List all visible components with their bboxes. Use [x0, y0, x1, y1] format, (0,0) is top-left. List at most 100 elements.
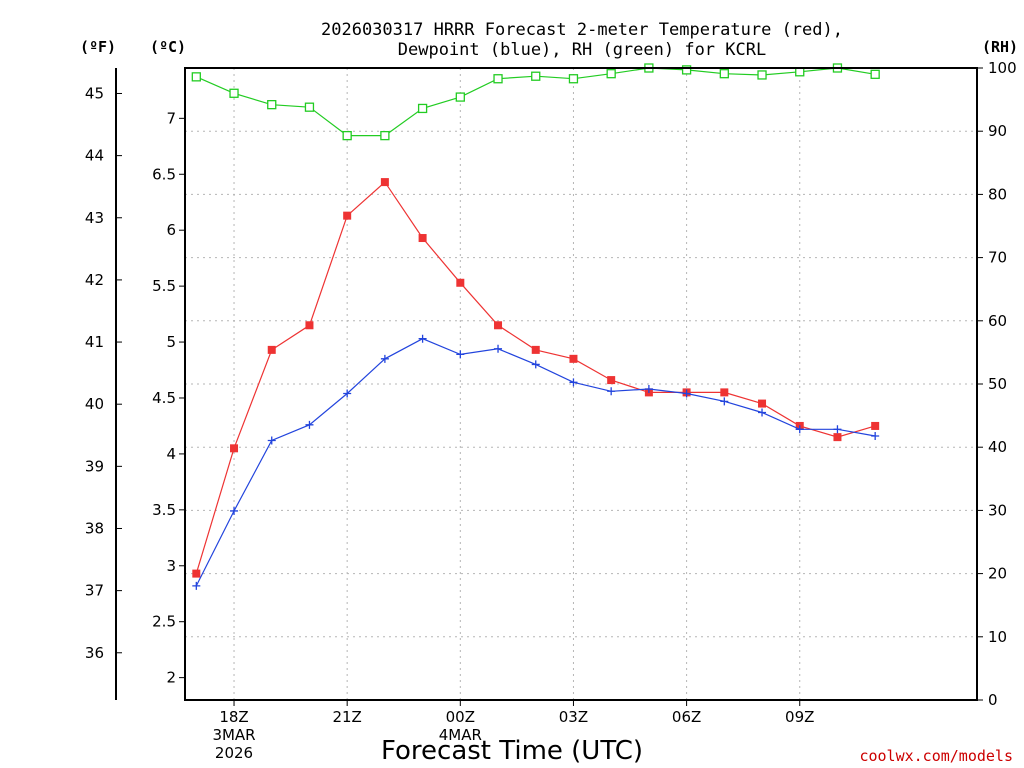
- temperature-series: [192, 178, 880, 578]
- dewpoint-point: [305, 420, 314, 429]
- rh-unit-label: (RH): [982, 38, 1018, 56]
- fahrenheit-tick-label: 44: [85, 147, 104, 165]
- celsius-tick-label: 6.5: [152, 165, 176, 183]
- x-tick-label: 4MAR: [439, 726, 482, 744]
- rh-point: [757, 70, 767, 80]
- rh-point: [568, 74, 579, 84]
- fahrenheit-unit-label: (ºF): [80, 38, 116, 56]
- x-tick-label: 00Z: [446, 708, 475, 726]
- rh-tick-label: 90: [988, 122, 1007, 140]
- celsius-tick-label: 7: [166, 109, 176, 127]
- rh-tick-label: 0: [988, 691, 998, 709]
- fahrenheit-tick-label: 40: [85, 395, 104, 413]
- celsius-tick-label: 4: [166, 445, 176, 463]
- x-tick-label: 21Z: [332, 708, 361, 726]
- temperature-point: [871, 421, 880, 430]
- celsius-tick-label: 5: [166, 333, 176, 351]
- dewpoint-point: [569, 378, 578, 387]
- rh-point: [267, 100, 277, 110]
- fahrenheit-tick-label: 45: [85, 84, 104, 102]
- dewpoint-point: [720, 397, 729, 406]
- temperature-point: [758, 399, 767, 408]
- dewpoint-series: [192, 334, 880, 590]
- rh-point: [606, 69, 616, 79]
- rh-point: [191, 72, 201, 82]
- rh-tick-label: 80: [988, 185, 1007, 203]
- x-tick-label: 2026: [215, 744, 253, 762]
- celsius-tick-label: 2: [166, 669, 176, 687]
- rh-point: [719, 69, 729, 79]
- fahrenheit-tick-label: 38: [85, 519, 104, 537]
- chart-subtitle: Dewpoint (blue), RH (green) for KCRL: [398, 40, 766, 60]
- temperature-point: [267, 345, 276, 354]
- x-axis-label: Forecast Time (UTC): [381, 736, 643, 766]
- temperature-point: [569, 354, 578, 363]
- temperature-point: [418, 234, 427, 243]
- fahrenheit-tick-label: 41: [85, 333, 104, 351]
- fahrenheit-tick-label: 36: [85, 644, 104, 662]
- dewpoint-point: [758, 408, 767, 417]
- rh-tick-label: 30: [988, 501, 1007, 519]
- rh-point: [304, 102, 315, 112]
- plot-frame: [184, 67, 978, 701]
- celsius-tick-label: 3.5: [152, 501, 176, 519]
- dewpoint-point: [531, 360, 540, 369]
- dewpoint-point: [871, 432, 880, 441]
- dewpoint-point: [230, 506, 239, 515]
- temperature-point: [456, 278, 465, 287]
- temperature-point: [607, 376, 616, 385]
- x-tick-label: 18Z: [219, 708, 248, 726]
- dewpoint-point: [644, 385, 653, 394]
- x-tick-label: 03Z: [559, 708, 588, 726]
- rh-point: [870, 69, 880, 79]
- temperature-point: [531, 345, 540, 354]
- rh-tick-label: 50: [988, 375, 1007, 393]
- rh-point: [417, 103, 428, 114]
- temperature-point: [305, 321, 314, 330]
- rh-tick-label: 60: [988, 312, 1007, 330]
- celsius-tick-label: 6: [166, 221, 176, 239]
- x-tick-label: 3MAR: [212, 726, 255, 744]
- temperature-point: [230, 444, 239, 453]
- dewpoint-point: [418, 334, 427, 343]
- temperature-point: [192, 569, 201, 578]
- dewpoint-line: [195, 338, 876, 587]
- temperature-line: [195, 181, 876, 574]
- rh-point: [229, 88, 239, 98]
- rh-tick-label: 10: [988, 628, 1007, 646]
- dewpoint-point: [343, 389, 352, 398]
- rh-series: [191, 63, 880, 141]
- celsius-tick-label: 4.5: [152, 389, 176, 407]
- celsius-tick-label: 2.5: [152, 613, 176, 631]
- rh-tick-label: 40: [988, 438, 1007, 456]
- temperature-point: [833, 433, 842, 442]
- dewpoint-point: [494, 344, 503, 353]
- credit-text: coolwx.com/models: [859, 747, 1013, 765]
- temperature-point: [380, 178, 389, 187]
- temperature-point: [494, 321, 503, 330]
- x-tick-label: 06Z: [672, 708, 701, 726]
- rh-point: [531, 71, 541, 81]
- dewpoint-point: [267, 436, 276, 445]
- fahrenheit-tick-label: 43: [85, 209, 104, 227]
- dewpoint-point: [192, 581, 201, 590]
- rh-tick-label: 20: [988, 565, 1007, 583]
- fahrenheit-tick-label: 42: [85, 271, 104, 289]
- dewpoint-point: [607, 387, 616, 396]
- rh-point: [681, 65, 692, 75]
- celsius-tick-label: 5.5: [152, 277, 176, 295]
- rh-tick-label: 100: [988, 59, 1017, 77]
- fahrenheit-tick-label: 39: [85, 457, 104, 475]
- fahrenheit-tick-label: 37: [85, 582, 104, 600]
- data-series: [191, 63, 880, 590]
- x-tick-label: 09Z: [785, 708, 814, 726]
- dewpoint-point: [833, 425, 842, 434]
- celsius-unit-label: (ºC): [150, 38, 186, 56]
- temperature-point: [343, 211, 352, 220]
- rh-tick-label: 70: [988, 249, 1007, 267]
- celsius-tick-label: 3: [166, 557, 176, 575]
- dewpoint-point: [682, 389, 691, 398]
- dewpoint-point: [795, 425, 804, 434]
